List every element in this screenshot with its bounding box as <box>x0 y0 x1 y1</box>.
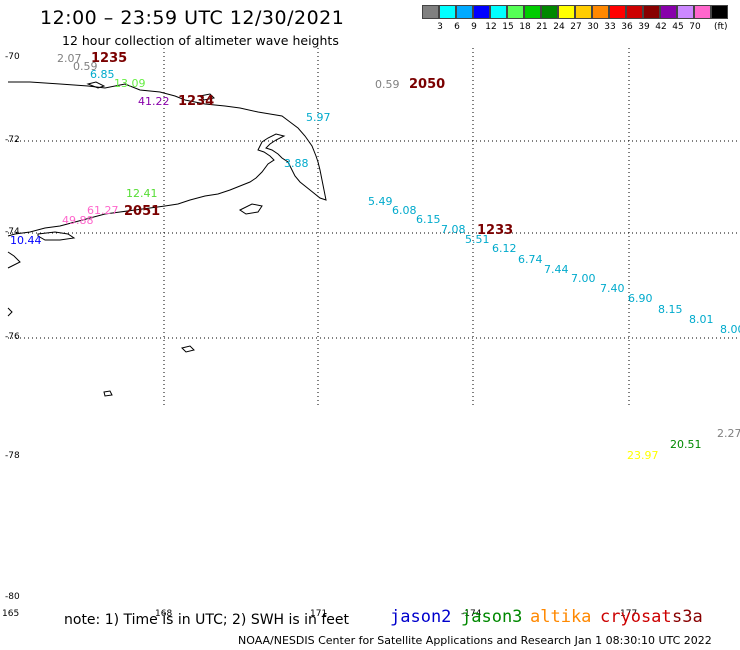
scale-tick-label: 42 <box>655 22 667 32</box>
wave-height-value: 6.15 <box>416 213 441 226</box>
wave-height-value: 13.09 <box>114 77 146 90</box>
scale-swatch <box>439 5 456 19</box>
satellite-jason2: jason2 <box>390 607 452 627</box>
wave-height-value: 8.00 <box>720 323 740 336</box>
scale-swatch <box>643 5 660 19</box>
wave-height-value: 8.15 <box>658 303 683 316</box>
scale-tick-label: 27 <box>570 22 582 32</box>
scale-tick-label: 70 <box>689 22 701 32</box>
satellite-jason3: jason3 <box>461 607 523 627</box>
scale-tick-label: 15 <box>502 22 514 32</box>
scale-swatch <box>473 5 490 19</box>
satellite-altika: altika <box>530 607 592 627</box>
pass-time-label: 2051 <box>124 204 161 219</box>
wave-height-value: 5.49 <box>368 195 393 208</box>
scale-swatch <box>609 5 626 19</box>
lat-label: -70 <box>5 52 20 62</box>
satellite-s3a: s3a <box>672 607 703 627</box>
wave-height-value: 61.27 <box>87 204 119 217</box>
scale-swatch <box>524 5 541 19</box>
wave-height-value: 5.97 <box>306 111 331 124</box>
lon-label: 177 <box>620 609 638 619</box>
wave-height-value: 7.00 <box>571 272 596 285</box>
lon-label: 168 <box>155 609 173 619</box>
lat-label: -76 <box>5 332 20 342</box>
lat-label: -74 <box>5 227 20 237</box>
wave-height-value: 0.59 <box>73 60 98 73</box>
scale-tick-label: 3 <box>437 22 443 32</box>
scale-tick-label: 24 <box>553 22 565 32</box>
scale-tick-label: 12 <box>485 22 497 32</box>
lat-label: -72 <box>5 135 20 145</box>
wave-height-value: 2.27 <box>717 427 740 440</box>
scale-swatch <box>558 5 575 19</box>
wave-height-value: 49.88 <box>62 214 94 227</box>
scale-tick-label: 18 <box>519 22 531 32</box>
scale-swatch <box>711 5 728 19</box>
wave-height-value: 6.90 <box>628 292 653 305</box>
wave-height-value: 7.40 <box>600 282 625 295</box>
chart-title: 12:00 – 23:59 UTC 12/30/2021 <box>40 7 345 29</box>
scale-tick-label: 39 <box>638 22 650 32</box>
scale-swatch <box>575 5 592 19</box>
wave-height-value: 41.22 <box>138 95 170 108</box>
graticule <box>8 48 740 405</box>
scale-swatch <box>592 5 609 19</box>
scale-swatch <box>626 5 643 19</box>
wave-height-value: 23.97 <box>627 449 659 462</box>
scale-swatch <box>541 5 558 19</box>
wave-height-value: 6.08 <box>392 204 417 217</box>
pass-time-label: 1235 <box>91 51 128 66</box>
wave-height-value: 6.74 <box>518 253 543 266</box>
scale-swatch <box>456 5 473 19</box>
scale-tick-label: 30 <box>587 22 599 32</box>
scale-tick-label: 33 <box>604 22 616 32</box>
scale-swatch <box>507 5 524 19</box>
wave-height-value: 7.44 <box>544 263 569 276</box>
pass-time-label: 2050 <box>409 77 446 92</box>
scale-swatch <box>422 5 439 19</box>
wave-height-value: 7.08 <box>441 223 466 236</box>
wave-height-value: 6.85 <box>90 68 115 81</box>
lat-label: -78 <box>5 451 20 461</box>
wave-height-value: 20.51 <box>670 438 702 451</box>
scale-tick-label: 36 <box>621 22 633 32</box>
lon-label: -174 <box>461 609 482 619</box>
scale-unit: (ft) <box>714 22 728 32</box>
lon-label: 171 <box>310 609 328 619</box>
satellite-cryosat: cryosat <box>600 607 672 627</box>
scale-tick-label: 9 <box>471 22 477 32</box>
lat-label: -80 <box>5 592 20 602</box>
scale-swatch <box>490 5 507 19</box>
pass-time-label: 1233 <box>477 223 514 238</box>
coastline <box>7 81 327 397</box>
scale-swatch <box>677 5 694 19</box>
scale-tick-label: 21 <box>536 22 548 32</box>
wave-height-value: 8.01 <box>689 313 714 326</box>
wave-height-value: 0.59 <box>375 78 400 91</box>
wave-height-value: 10.44 <box>10 234 42 247</box>
lon-label: 165 <box>2 609 20 619</box>
wave-height-value: 2.07 <box>57 52 82 65</box>
wave-height-value: 5.51 <box>465 233 490 246</box>
scale-tick-label: 6 <box>454 22 460 32</box>
pass-time-label: 1234 <box>178 94 215 109</box>
scale-swatch <box>694 5 711 19</box>
chart-subtitle: 12 hour collection of altimeter wave hei… <box>62 33 339 48</box>
scale-tick-label: 45 <box>672 22 684 32</box>
wave-height-value: 6.12 <box>492 242 517 255</box>
wave-height-value: 12.41 <box>126 187 158 200</box>
footer-note: note: 1) Time is in UTC; 2) SWH is in fe… <box>64 612 350 628</box>
credit-line: NOAA/NESDIS Center for Satellite Applica… <box>238 634 712 647</box>
scale-swatch <box>660 5 677 19</box>
wave-height-value: 3.88 <box>284 157 309 170</box>
